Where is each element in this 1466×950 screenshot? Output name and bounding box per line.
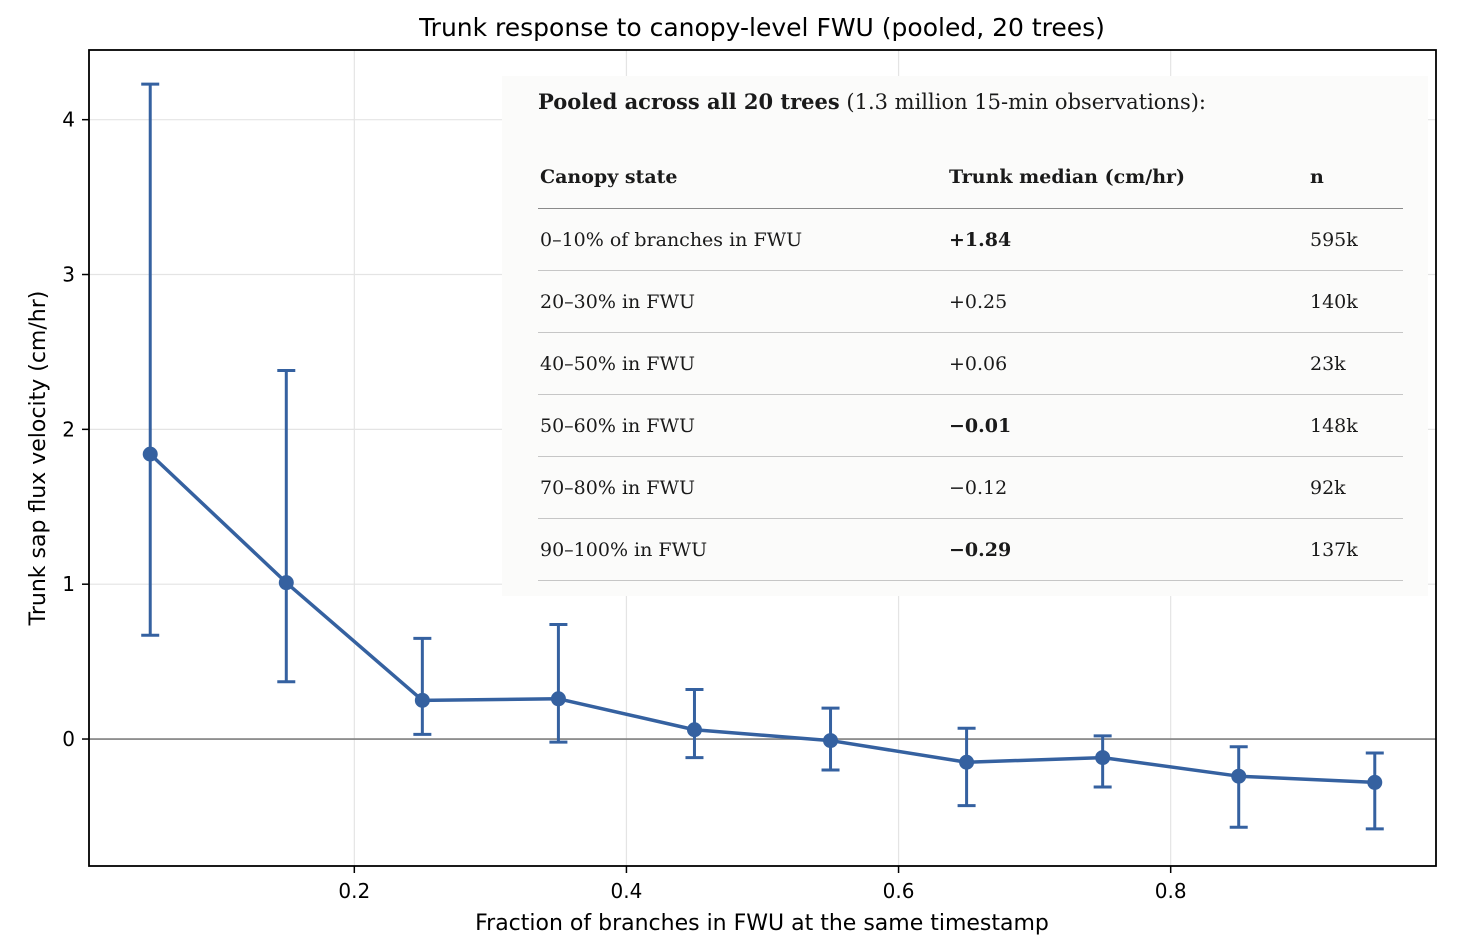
ticks: 0.2 0.4 0.6 0.8 0 1 2 3 4	[62, 108, 1186, 903]
error-bar	[1229, 745, 1248, 829]
summary-inset: Pooled across all 20 trees (1.3 million …	[502, 76, 1428, 596]
inset-heading-bold: Pooled across all 20 trees	[538, 89, 840, 114]
y-tick-label: 2	[62, 417, 75, 441]
header-n: n	[1308, 146, 1403, 209]
data-point	[1367, 774, 1383, 790]
cell-median: −0.01	[947, 394, 1308, 457]
plot-frame	[88, 49, 1437, 867]
data-point	[278, 575, 294, 591]
y-tick-label: 4	[62, 108, 75, 132]
table-row: 40–50% in FWU +0.06 23k	[538, 332, 1403, 395]
y-tick-label: 1	[62, 572, 75, 596]
data-point	[414, 692, 430, 708]
chart-title: Trunk response to canopy-level FWU (pool…	[418, 13, 1105, 42]
x-axis-label: Fraction of branches in FWU at the same …	[475, 911, 1049, 936]
data-point	[142, 446, 158, 462]
table-row: 0–10% of branches in FWU +1.84 595k	[538, 208, 1403, 271]
error-bar	[1365, 751, 1384, 831]
data-point	[1231, 768, 1247, 784]
data-point	[550, 691, 566, 707]
cell-state: 20–30% in FWU	[538, 270, 947, 333]
x-tick-label: 0.2	[338, 879, 370, 903]
header-canopy-state: Canopy state	[538, 146, 947, 209]
table-row: 90–100% in FWU −0.29 137k	[538, 518, 1403, 581]
table-row: 50–60% in FWU −0.01 148k	[538, 394, 1403, 457]
series	[141, 82, 1384, 831]
x-tick-label: 0.4	[611, 879, 643, 903]
table-row: 20–30% in FWU +0.25 140k	[538, 270, 1403, 333]
cell-state: 90–100% in FWU	[538, 518, 947, 581]
error-bar	[549, 622, 568, 744]
cell-state: 50–60% in FWU	[538, 394, 947, 457]
cell-median: +1.84	[947, 208, 1308, 271]
y-tick-label: 0	[62, 727, 75, 751]
cell-state: 70–80% in FWU	[538, 456, 947, 519]
y-tick-label: 3	[62, 263, 75, 287]
series-line	[149, 452, 1375, 785]
table-row: 70–80% in FWU −0.12 92k	[538, 456, 1403, 519]
cell-n: 23k	[1308, 332, 1403, 395]
cell-median: +0.06	[947, 332, 1308, 395]
header-trunk-median: Trunk median (cm/hr)	[947, 146, 1308, 209]
cell-n: 137k	[1308, 518, 1403, 581]
data-point	[1095, 750, 1111, 766]
cell-median: −0.12	[947, 456, 1308, 519]
data-point	[686, 722, 702, 738]
y-axis-label: Trunk sap flux velocity (cm/hr)	[26, 291, 51, 627]
data-point	[959, 754, 975, 770]
cell-median: −0.29	[947, 518, 1308, 581]
cell-state: 40–50% in FWU	[538, 332, 947, 395]
cell-n: 140k	[1308, 270, 1403, 333]
data-point	[823, 733, 839, 749]
cell-state: 0–10% of branches in FWU	[538, 208, 947, 271]
cell-median: +0.25	[947, 270, 1308, 333]
cell-n: 148k	[1308, 394, 1403, 457]
error-bar	[141, 82, 160, 637]
error-bar	[413, 636, 432, 736]
cell-n: 92k	[1308, 456, 1403, 519]
inset-heading: Pooled across all 20 trees (1.3 million …	[538, 88, 1403, 146]
x-tick-label: 0.8	[1155, 879, 1187, 903]
summary-table: Canopy state Trunk median (cm/hr) n 0–10…	[538, 146, 1403, 581]
cell-n: 595k	[1308, 208, 1403, 271]
error-bar	[277, 369, 296, 684]
x-tick-label: 0.6	[883, 879, 915, 903]
table-header-row: Canopy state Trunk median (cm/hr) n	[538, 146, 1403, 209]
inset-heading-rest: (1.3 million 15-min observations):	[839, 90, 1207, 114]
